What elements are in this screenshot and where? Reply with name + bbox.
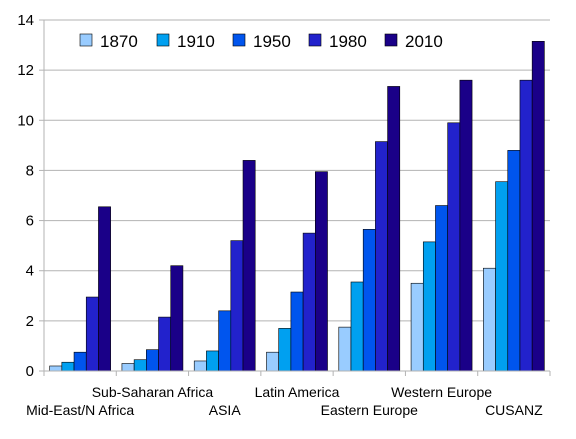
y-tick-label: 0 [26, 363, 34, 380]
bar-1910-2 [206, 350, 219, 372]
grid-lines [44, 19, 550, 372]
bar-1950-0 [73, 351, 87, 372]
y-tick-label: 8 [26, 162, 34, 179]
legend-label-1950: 1950 [253, 32, 291, 51]
bar-1950-2 [218, 310, 232, 372]
y-axis: 0 2 4 6 8 10 12 14 [17, 12, 45, 380]
bar-1870-3 [266, 351, 279, 372]
legend-label-1980: 1980 [329, 32, 367, 51]
x-category-label: Western Europe [391, 384, 492, 400]
legend-swatch-1980 [308, 33, 322, 47]
bar-2010-4 [387, 86, 401, 372]
bar-1870-0 [49, 365, 63, 372]
x-axis: Mid-East/N Africa Sub-Saharan Africa ASIA L… [26, 370, 551, 418]
bar-1950-1 [146, 349, 159, 372]
bar-1910-4 [350, 281, 364, 372]
legend-swatch-2010 [384, 33, 398, 47]
bar-1910-1 [133, 359, 147, 372]
bars [49, 41, 545, 372]
bar-1980-4 [375, 141, 388, 372]
bar-1870-4 [338, 326, 352, 372]
y-tick-label: 6 [26, 213, 34, 230]
bar-1980-1 [158, 316, 172, 372]
bar-1980-0 [85, 296, 99, 372]
legend-swatch-1910 [156, 33, 170, 47]
x-category-label: ASIA [209, 402, 242, 418]
bar-1980-6 [519, 79, 533, 372]
bar-2010-3 [314, 171, 328, 372]
bar-1950-6 [507, 150, 521, 372]
y-tick-label: 12 [17, 62, 34, 79]
legend-swatch-1950 [232, 33, 246, 47]
bar-1980-2 [230, 240, 244, 372]
x-category-label: Sub-Saharan Africa [92, 384, 214, 400]
bar-1980-5 [447, 122, 461, 372]
bar-2010-1 [170, 265, 184, 372]
bar-2010-0 [98, 206, 111, 372]
bar-1870-1 [121, 363, 135, 372]
x-category-label: Latin America [255, 384, 340, 400]
bar-2010-5 [459, 79, 473, 372]
x-category-label: CUSANZ [485, 402, 543, 418]
y-tick-label: 4 [26, 263, 34, 280]
bar-1910-5 [422, 241, 436, 372]
legend-label-2010: 2010 [405, 32, 443, 51]
bar-1980-3 [302, 232, 316, 372]
bar-1950-5 [435, 205, 448, 372]
y-tick-label: 2 [26, 313, 34, 330]
bar-1870-6 [483, 267, 496, 372]
bar-1950-3 [290, 291, 304, 372]
bar-2010-6 [531, 41, 545, 372]
x-category-label: Eastern Europe [321, 402, 418, 418]
legend: 1870 1910 1950 1980 2010 [79, 32, 443, 51]
bar-1870-5 [410, 282, 424, 372]
bar-1910-0 [61, 361, 75, 372]
bar-1950-4 [362, 229, 376, 372]
legend-label-1910: 1910 [177, 32, 215, 51]
bar-1910-3 [278, 328, 292, 372]
x-category-label: Mid-East/N Africa [26, 402, 134, 418]
bar-1870-2 [193, 360, 207, 372]
bar-1910-6 [495, 181, 509, 372]
legend-swatch-1870 [79, 33, 93, 47]
y-tick-label: 14 [17, 12, 34, 29]
legend-label-1870: 1870 [100, 32, 138, 51]
bar-2010-2 [242, 160, 256, 372]
y-tick-label: 10 [17, 112, 34, 129]
